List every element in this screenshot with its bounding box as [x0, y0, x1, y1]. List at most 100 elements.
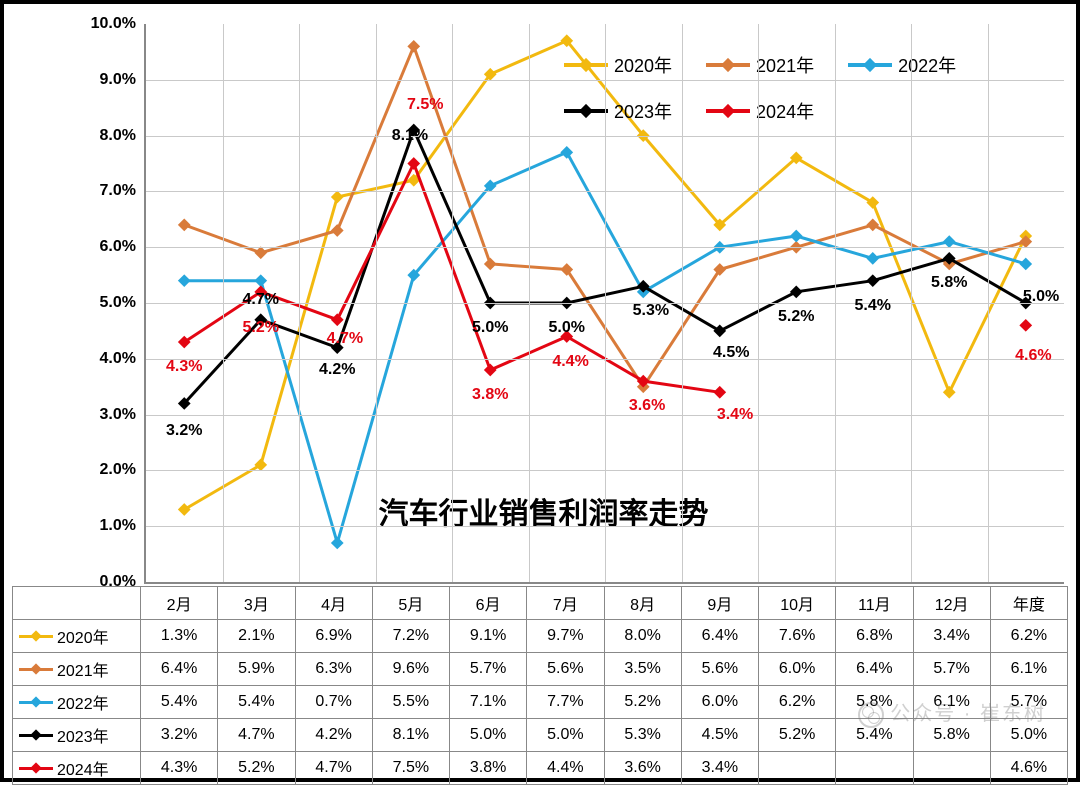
table-header-cell: 4月: [295, 587, 372, 620]
y-tick-label: 6.0%: [64, 238, 136, 256]
legend-label: 2021年: [756, 52, 814, 78]
table-cell: 3.2%: [141, 719, 218, 752]
table-cell: 9.6%: [372, 653, 449, 686]
table-cell: 5.4%: [836, 719, 913, 752]
legend-swatch-icon: [19, 635, 53, 638]
table-header-cell: 6月: [450, 587, 527, 620]
table-cell: 5.6%: [527, 653, 604, 686]
gridline-vertical: [299, 24, 300, 582]
series-marker: [407, 157, 420, 170]
data-table: 2月3月4月5月6月7月8月9月10月11月12月年度 2020年 1.3%2.…: [12, 586, 1068, 785]
table-cell: 6.0%: [681, 686, 758, 719]
series-name: 2021年: [57, 657, 109, 681]
table-cell: 5.2%: [218, 752, 295, 785]
table-cell: 4.7%: [295, 752, 372, 785]
y-tick-label: 9.0%: [64, 71, 136, 89]
series-marker: [331, 341, 344, 354]
table-cell: 6.9%: [295, 620, 372, 653]
table-cell: [759, 752, 836, 785]
series-marker: [254, 246, 267, 259]
legend-swatch-icon: [564, 63, 608, 67]
y-tick-label: 5.0%: [64, 294, 136, 312]
gridline-vertical: [529, 24, 530, 582]
table-header-cell: 11月: [836, 587, 913, 620]
table-cell: 8.0%: [604, 620, 681, 653]
legend-swatch-icon: [564, 109, 608, 113]
table-cell: 5.9%: [218, 653, 295, 686]
table-header-cell: 10月: [759, 587, 836, 620]
table-header-cell: 2月: [141, 587, 218, 620]
table-cell: 6.8%: [836, 620, 913, 653]
table-cell: 4.4%: [527, 752, 604, 785]
table-cell: 7.2%: [372, 620, 449, 653]
legend-item: 2023年: [564, 98, 672, 124]
series-marker: [713, 325, 726, 338]
gridline-vertical: [835, 24, 836, 582]
series-marker: [560, 330, 573, 343]
table-cell: 7.1%: [450, 686, 527, 719]
table-cell: 7.6%: [759, 620, 836, 653]
y-tick-label: 8.0%: [64, 127, 136, 145]
table-cell: 9.1%: [450, 620, 527, 653]
legend-item: 2022年: [848, 52, 956, 78]
series-marker: [484, 258, 497, 271]
series-marker: [331, 224, 344, 237]
plot-area: 汽车行业销售利润率走势 2020年 2021年 2022年 2023年 2024…: [144, 24, 1064, 584]
data-table-area: 2月3月4月5月6月7月8月9月10月11月12月年度 2020年 1.3%2.…: [12, 586, 1068, 785]
y-tick-label: 4.0%: [64, 350, 136, 368]
gridline-vertical: [911, 24, 912, 582]
series-marker: [943, 235, 956, 248]
table-cell: 6.1%: [990, 653, 1067, 686]
table-row: 2023年 3.2%4.7%4.2%8.1%5.0%5.0%5.3%4.5%5.…: [13, 719, 1068, 752]
legend-label: 2022年: [898, 52, 956, 78]
series-marker: [866, 219, 879, 232]
legend-label: 2023年: [614, 98, 672, 124]
legend-swatch-icon: [706, 109, 750, 113]
legend-item: 2020年: [564, 52, 672, 78]
table-cell: 3.4%: [681, 752, 758, 785]
table-cell: 4.6%: [990, 752, 1067, 785]
table-cell: 3.5%: [604, 653, 681, 686]
table-header-cell: 9月: [681, 587, 758, 620]
table-cell: [836, 752, 913, 785]
y-tick-label: 2.0%: [64, 461, 136, 479]
table-cell: 4.5%: [681, 719, 758, 752]
legend-swatch-icon: [848, 63, 892, 67]
series-name: 2023年: [57, 723, 109, 747]
table-cell: 1.3%: [141, 620, 218, 653]
table-cell: 5.8%: [836, 686, 913, 719]
table-header-cell: 年度: [990, 587, 1067, 620]
table-cell: 5.2%: [759, 719, 836, 752]
series-marker: [943, 386, 956, 399]
table-row: 2022年 5.4%5.4%0.7%5.5%7.1%7.7%5.2%6.0%6.…: [13, 686, 1068, 719]
table-row: 2024年 4.3%5.2%4.7%7.5%3.8%4.4%3.6%3.4%4.…: [13, 752, 1068, 785]
legend-label: 2020年: [614, 52, 672, 78]
series-marker: [484, 364, 497, 377]
table-series-cell: 2024年: [13, 752, 141, 785]
gridline-vertical: [223, 24, 224, 582]
gridline-vertical: [682, 24, 683, 582]
legend: 2020年 2021年 2022年 2023年 2024年: [564, 52, 1044, 124]
table-corner-cell: [13, 587, 141, 620]
table-series-cell: 2021年: [13, 653, 141, 686]
series-marker: [1019, 319, 1032, 332]
gridline-vertical: [988, 24, 989, 582]
table-cell: 9.7%: [527, 620, 604, 653]
table-cell: 7.7%: [527, 686, 604, 719]
series-marker: [178, 274, 191, 287]
table-cell: 6.4%: [681, 620, 758, 653]
table-row: 2021年 6.4%5.9%6.3%9.6%5.7%5.6%3.5%5.6%6.…: [13, 653, 1068, 686]
table-cell: 6.0%: [759, 653, 836, 686]
series-marker: [560, 146, 573, 159]
table-cell: 5.2%: [604, 686, 681, 719]
y-tick-label: 7.0%: [64, 182, 136, 200]
table-header-cell: 3月: [218, 587, 295, 620]
table-cell: 4.3%: [141, 752, 218, 785]
table-header-cell: 5月: [372, 587, 449, 620]
series-marker: [866, 196, 879, 209]
chart-container: 汽车行业销售利润率走势 2020年 2021年 2022年 2023年 2024…: [0, 0, 1080, 782]
legend-swatch-icon: [706, 63, 750, 67]
table-cell: 5.3%: [604, 719, 681, 752]
table-cell: 5.7%: [913, 653, 990, 686]
legend-swatch-icon: [19, 734, 53, 737]
